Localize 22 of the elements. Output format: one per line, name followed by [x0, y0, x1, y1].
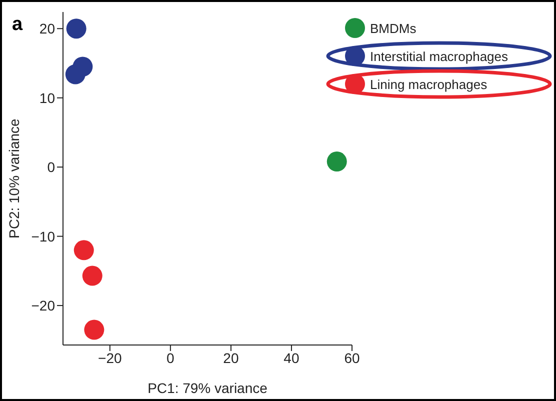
point	[82, 266, 102, 286]
text: a	[12, 14, 23, 36]
point	[74, 240, 94, 260]
point	[326, 152, 347, 172]
x-tick-label: 40	[284, 350, 300, 366]
legend-label: BMDMs	[370, 20, 416, 36]
x-tick-label: −20	[98, 350, 122, 366]
y-axis-title: PC2: 10% variance	[6, 118, 22, 238]
y-tick-label: −10	[31, 228, 56, 244]
y-tick-label: 10	[39, 90, 56, 106]
y-tick-label: −20	[31, 298, 56, 314]
x-tick-label: 60	[344, 350, 360, 366]
x-tick-label: 0	[166, 350, 175, 366]
x-axis-title: PC1: 79% variance	[148, 380, 268, 396]
legend-label: Lining macrophages	[370, 76, 488, 92]
point	[66, 18, 86, 39]
legend-label: Interstitial macrophages	[370, 48, 508, 64]
y-tick-label: 0	[47, 159, 56, 176]
x-tick-label: 20	[223, 350, 239, 366]
y-tick-label: 20	[39, 20, 56, 37]
point	[84, 320, 104, 340]
point	[65, 64, 86, 84]
